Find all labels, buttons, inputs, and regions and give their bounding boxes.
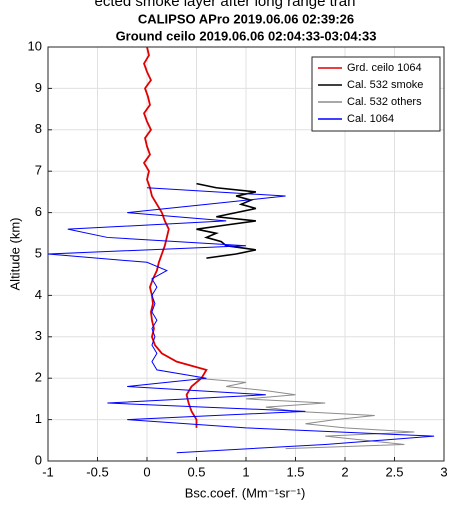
x-tick-label: 0.5 — [187, 464, 205, 479]
y-axis-label: Altitude (km) — [7, 218, 22, 291]
y-tick-label: 5 — [35, 245, 42, 260]
x-tick-label: 3 — [440, 464, 447, 479]
x-tick-label: 0 — [143, 464, 150, 479]
y-tick-label: 6 — [35, 204, 42, 219]
x-tick-label: 2 — [341, 464, 348, 479]
x-tick-label: 1.5 — [286, 464, 304, 479]
y-tick-label: 3 — [35, 328, 42, 343]
y-tick-label: 9 — [35, 80, 42, 95]
y-tick-label: 7 — [35, 163, 42, 178]
chart-title: CALIPSO APro 2019.06.06 02:39:26 — [138, 11, 354, 26]
header-fragment: ected smoke layer after long range tran — [95, 0, 356, 10]
x-tick-label: -0.5 — [86, 464, 108, 479]
legend-label: Cal. 1064 — [347, 113, 394, 125]
profile-line — [142, 46, 208, 428]
legend-label: Cal. 532 smoke — [347, 79, 423, 91]
x-axis-label: Bsc.coef. (Mm⁻¹sr⁻¹) — [185, 485, 306, 500]
x-tick-label: 1 — [242, 464, 249, 479]
x-tick-label: 2.5 — [385, 464, 403, 479]
profile-line — [47, 187, 435, 454]
legend-label: Cal. 532 others — [347, 96, 422, 108]
y-tick-label: 8 — [35, 121, 42, 136]
x-tick-label: -1 — [42, 464, 54, 479]
chart-subtitle: Ground ceilo 2019.06.06 02:04:33-03:04:3… — [116, 28, 377, 43]
y-tick-label: 4 — [35, 287, 42, 302]
y-tick-label: 0 — [35, 452, 42, 467]
y-tick-label: 1 — [35, 411, 42, 426]
y-tick-label: 10 — [28, 38, 42, 53]
legend-label: Grd. ceilo 1064 — [347, 62, 422, 74]
y-tick-label: 2 — [35, 370, 42, 385]
profile-line — [196, 377, 415, 450]
profile-line — [196, 182, 257, 259]
